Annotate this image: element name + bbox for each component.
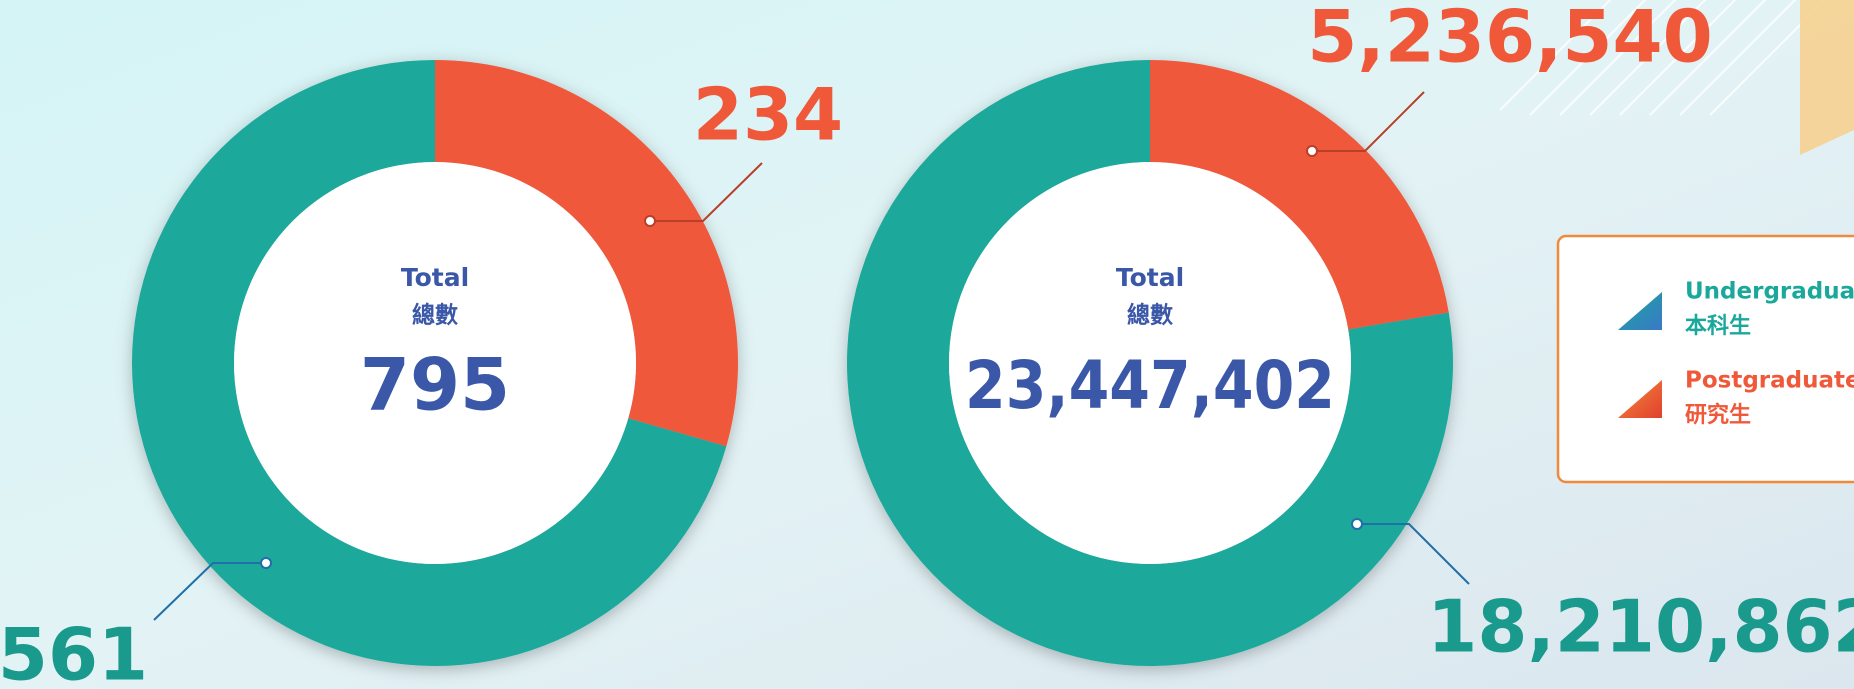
- value-label: 18,210,862: [1427, 585, 1854, 669]
- legend-label: Postgraduate: [1685, 368, 1854, 394]
- legend-box: [1558, 236, 1854, 482]
- total-value: 795: [360, 343, 510, 427]
- screen: Undergraduate 本科生 Postgraduate 研究生 Total 總數 79…: [0, 0, 1854, 689]
- center-label: Total: [1116, 263, 1184, 292]
- value-label: 5,236,540: [1307, 0, 1712, 79]
- legend-label: Undergraduate: [1685, 279, 1854, 305]
- legend-label-zh: 本科生: [1685, 314, 1751, 339]
- leader-dot: [1352, 519, 1362, 529]
- value-label: 234: [693, 73, 843, 157]
- legend-label-zh: 研究生: [1685, 402, 1751, 428]
- leader-dot: [645, 216, 655, 226]
- page: Undergraduate 本科生 Postgraduate 研究生 Total 總數 79…: [0, 0, 1854, 689]
- center-label-zh: 總數: [412, 302, 458, 329]
- decor-shape: [1800, 0, 1854, 155]
- value-label: 561: [0, 613, 148, 689]
- total-value: 23,447,402: [965, 347, 1335, 424]
- center-label: Total: [401, 263, 469, 292]
- leader-dot: [1307, 146, 1317, 156]
- leader-dot: [261, 558, 271, 568]
- center-label-zh: 總數: [1127, 302, 1173, 329]
